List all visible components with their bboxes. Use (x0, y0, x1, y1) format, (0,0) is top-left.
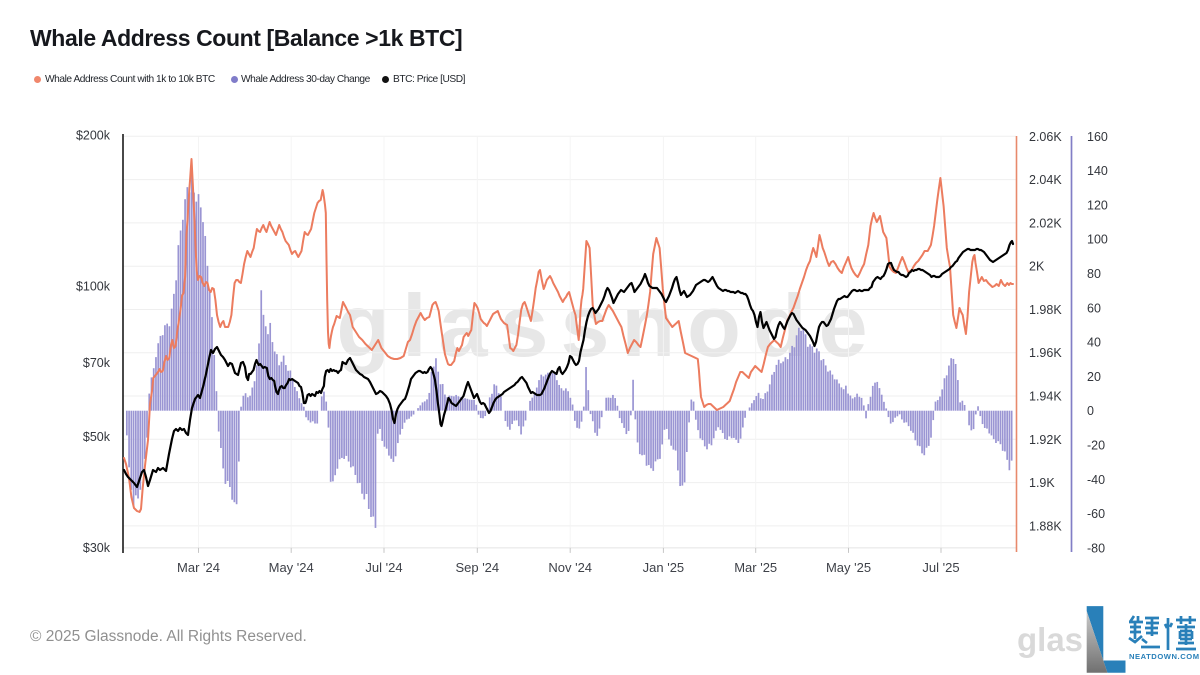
svg-text:1.94K: 1.94K (1029, 390, 1062, 404)
svg-text:2.04K: 2.04K (1029, 173, 1062, 187)
svg-text:40: 40 (1087, 336, 1101, 350)
svg-text:Jul '24: Jul '24 (365, 560, 402, 575)
svg-text:20: 20 (1087, 370, 1101, 384)
svg-text:$30k: $30k (83, 541, 111, 555)
svg-text:Mar '25: Mar '25 (734, 560, 777, 575)
svg-text:-20: -20 (1087, 439, 1105, 453)
svg-text:1.88K: 1.88K (1029, 519, 1062, 533)
svg-text:120: 120 (1087, 198, 1108, 212)
svg-text:2.06K: 2.06K (1029, 130, 1062, 144)
svg-text:-80: -80 (1087, 541, 1105, 555)
svg-text:1.98K: 1.98K (1029, 303, 1062, 317)
svg-text:-40: -40 (1087, 473, 1105, 487)
svg-text:2.02K: 2.02K (1029, 216, 1062, 230)
svg-text:$50k: $50k (83, 430, 111, 444)
svg-text:100: 100 (1087, 233, 1108, 247)
svg-text:0: 0 (1087, 404, 1094, 418)
svg-text:1.9K: 1.9K (1029, 476, 1055, 490)
svg-text:60: 60 (1087, 301, 1101, 315)
svg-text:-60: -60 (1087, 507, 1105, 521)
svg-text:Sep '24: Sep '24 (455, 560, 499, 575)
svg-text:2K: 2K (1029, 260, 1045, 274)
svg-text:1.92K: 1.92K (1029, 433, 1062, 447)
svg-text:160: 160 (1087, 130, 1108, 144)
svg-text:May '25: May '25 (826, 560, 871, 575)
svg-text:Jan '25: Jan '25 (643, 560, 685, 575)
svg-text:Mar '24: Mar '24 (177, 560, 220, 575)
svg-text:$100k: $100k (76, 280, 111, 294)
svg-text:140: 140 (1087, 164, 1108, 178)
svg-text:$200k: $200k (76, 129, 111, 143)
svg-text:Nov '24: Nov '24 (548, 560, 592, 575)
svg-text:May '24: May '24 (269, 560, 314, 575)
svg-text:80: 80 (1087, 267, 1101, 281)
svg-text:Jul '25: Jul '25 (922, 560, 959, 575)
svg-text:$70k: $70k (83, 356, 111, 370)
svg-text:1.96K: 1.96K (1029, 346, 1062, 360)
